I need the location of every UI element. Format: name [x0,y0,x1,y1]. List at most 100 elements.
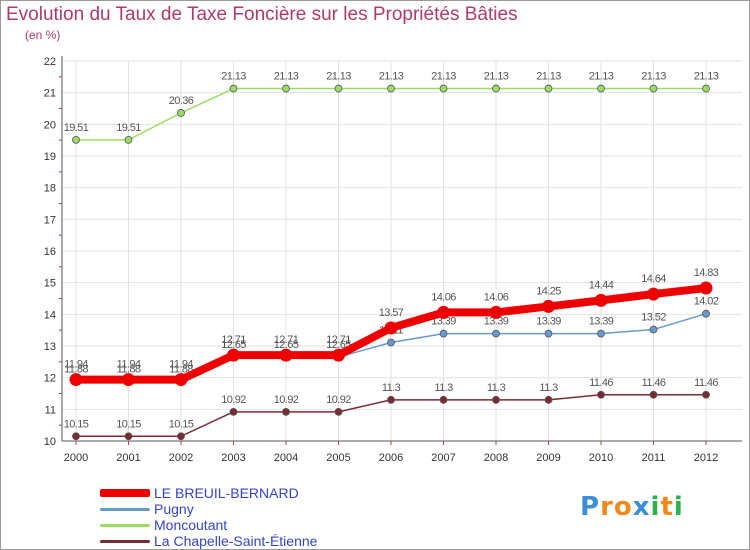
data-point [437,305,450,319]
data-point [649,390,658,399]
legend-label: Moncoutant [154,517,228,533]
x-tick-label: 2011 [642,452,666,464]
data-point [282,407,290,416]
data-label: 21.13 [326,71,351,83]
x-tick-label: 2002 [169,452,193,464]
data-point [229,84,238,93]
data-point [334,407,343,416]
y-tick-label: 13 [44,341,56,353]
logo-letter: r [600,492,614,522]
x-tick-label: 2010 [589,452,613,464]
legend-swatch [100,507,150,511]
data-point [124,135,133,144]
logo-letter: x [632,492,651,522]
data-label: 13.52 [641,312,666,324]
data-label: 11.46 [642,377,666,389]
data-point [72,135,80,144]
data-label: 21.13 [221,71,246,83]
legend: LE BREUIL-BERNARD Pugny Moncoutant La Ch… [100,485,317,549]
legend-swatch [100,523,150,527]
data-label: 11.94 [117,359,141,371]
data-label: 21.13 [379,71,404,83]
data-label: 13.39 [431,316,456,328]
data-point [702,84,710,93]
data-point [177,109,185,117]
legend-item-le-breuil-bernard: LE BREUIL-BERNARD [100,485,317,501]
data-point [384,321,398,335]
data-point [387,338,395,347]
data-point [489,305,503,319]
x-tick-label: 2007 [431,452,455,464]
y-tick-label: 11 [45,404,56,416]
data-label: 10.92 [274,394,299,406]
data-label: 21.13 [641,71,666,83]
data-label: 14.02 [694,296,719,308]
x-tick-label: 2006 [379,452,403,464]
data-point [649,84,658,93]
data-label: 14.44 [589,279,614,291]
x-tick-label: 2003 [221,452,245,464]
data-point [699,281,713,295]
data-label: 11.88 [117,363,141,375]
data-point [332,348,345,362]
legend-swatch [100,539,150,543]
data-label: 10.92 [326,394,351,406]
data-label: 19.51 [116,122,141,134]
data-point [439,395,448,404]
x-tick-label: 2008 [484,452,508,464]
logo-letter: o [613,492,633,522]
data-label: 11.94 [169,359,193,371]
y-tick-label: 20 [44,119,56,131]
logo-letter: t [660,492,674,522]
data-label: 11.3 [382,382,401,394]
legend-swatch [100,489,150,497]
data-point [597,84,605,93]
data-point [229,407,238,416]
proxiti-logo: Proxiti [580,492,684,522]
data-label: 13.39 [536,316,561,328]
data-point [439,329,448,338]
data-label: 12.65 [221,339,246,351]
y-tick-label: 17 [44,214,56,226]
data-label: 14.06 [431,291,456,303]
data-label: 11.3 [487,382,506,394]
chart-title: Evolution du Taux de Taxe Foncière sur l… [6,4,518,25]
data-label: 14.25 [536,285,561,297]
x-tick-label: 2005 [326,452,350,464]
data-point [544,329,553,338]
legend-label: Pugny [154,501,194,517]
data-label: 11.94 [64,359,88,371]
data-point [647,287,660,301]
data-label: 10.15 [169,418,194,430]
data-point [702,390,710,399]
data-point [492,329,500,338]
data-label: 21.13 [589,71,614,83]
data-point [387,84,395,93]
data-point [544,395,553,404]
data-label: 12.71 [326,334,351,346]
data-point [492,395,500,404]
y-tick-label: 16 [44,246,56,258]
data-point [177,432,185,441]
data-label: 21.13 [274,71,299,83]
x-tick-label: 2004 [274,452,298,464]
y-tick-label: 19 [44,151,56,163]
data-point [542,299,555,313]
data-label: 21.13 [484,71,509,83]
y-tick-label: 22 [44,56,56,68]
data-label: 21.13 [694,71,719,83]
data-point [69,373,83,387]
data-point [492,84,500,93]
y-tick-label: 10 [44,436,56,448]
x-tick-label: 2001 [116,452,140,464]
data-point [544,84,553,93]
legend-label: LE BREUIL-BERNARD [154,485,299,501]
data-point [387,395,395,404]
data-point [282,84,290,93]
y-axis-unit: (en %) [25,28,61,42]
logo-letter: i [650,492,661,522]
data-point [702,309,710,318]
legend-item-pugny: Pugny [100,501,317,517]
